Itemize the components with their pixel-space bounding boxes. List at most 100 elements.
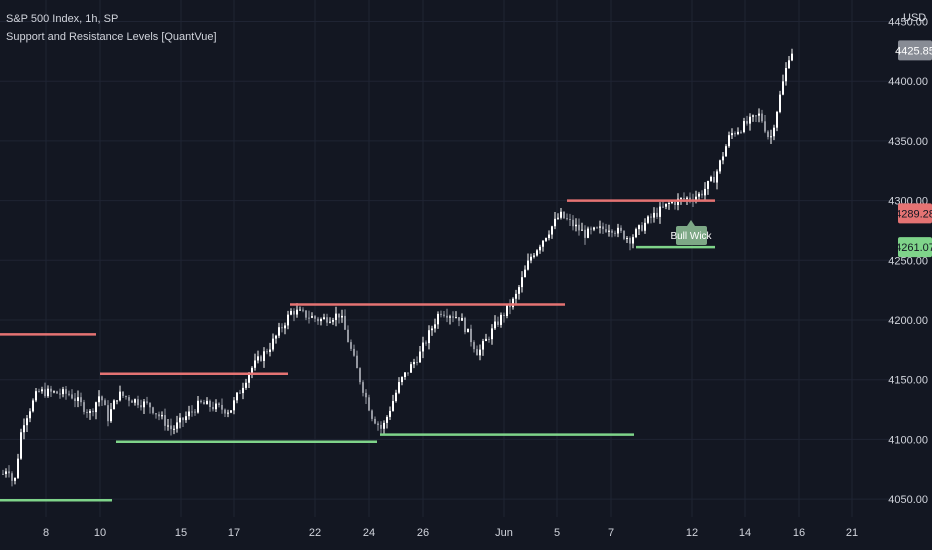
candle-body — [59, 393, 61, 395]
symbol-title[interactable]: S&P 500 Index, 1h, SP — [6, 13, 119, 25]
x-tick-label: 7 — [608, 527, 614, 539]
candle-body — [542, 240, 544, 247]
candle-body — [509, 305, 511, 308]
candle-body — [260, 356, 262, 361]
candle-body — [761, 113, 763, 122]
candle-body — [110, 409, 112, 422]
candle-body — [668, 202, 670, 204]
candle-body — [623, 230, 625, 239]
candle-body — [170, 425, 172, 430]
candle-body — [503, 314, 505, 316]
candle-body — [329, 321, 331, 323]
y-tick-label: 4450.00 — [888, 16, 928, 28]
candle-body — [437, 313, 439, 325]
candle-body — [182, 417, 184, 421]
candle-body — [440, 313, 442, 315]
candle-body — [26, 418, 28, 426]
candle-body — [209, 400, 211, 408]
y-tick-label: 4150.00 — [888, 375, 928, 387]
candle-body — [239, 392, 241, 394]
candle-body — [743, 121, 745, 133]
candle-body — [338, 313, 340, 318]
candle-body — [125, 395, 127, 398]
candle-body — [278, 327, 280, 336]
candle-body — [461, 318, 463, 321]
candle-body — [161, 415, 163, 417]
candle-body — [590, 228, 592, 230]
candle-body — [203, 402, 205, 405]
candle-body — [776, 111, 778, 128]
candle-body — [506, 305, 508, 316]
candle-body — [533, 255, 535, 257]
candle-body — [323, 317, 325, 320]
candle-body — [65, 389, 67, 394]
x-tick-label: 17 — [228, 527, 240, 539]
candle-body — [50, 388, 52, 392]
candle-body — [92, 410, 94, 413]
candle-body — [443, 314, 445, 316]
candle-body — [596, 227, 598, 229]
y-tick-label: 4250.00 — [888, 255, 928, 267]
candle-body — [200, 400, 202, 403]
candle-body — [647, 216, 649, 223]
candle-body — [701, 193, 703, 196]
candle-body — [296, 309, 298, 315]
chart-legend: S&P 500 Index, 1h, SP Support and Resist… — [6, 10, 217, 46]
candle-body — [269, 349, 271, 352]
candle-body — [698, 193, 700, 197]
candle-body — [671, 201, 673, 203]
candle-body — [479, 349, 481, 356]
candle-body — [2, 473, 4, 475]
candle-body — [272, 338, 274, 350]
candle-body — [707, 180, 709, 189]
candle-body — [716, 171, 718, 183]
candle-body — [632, 237, 634, 244]
candle-body — [341, 315, 343, 318]
candle-body — [14, 477, 16, 481]
candle-body — [734, 133, 736, 135]
candle-body — [293, 311, 295, 315]
candle-body — [320, 319, 322, 322]
candle-body — [767, 131, 769, 138]
candle-body — [233, 400, 235, 411]
candle-body — [551, 226, 553, 235]
candle-body — [677, 198, 679, 206]
candle-body — [176, 422, 178, 429]
candle-body — [407, 372, 409, 374]
candle-body — [611, 230, 613, 233]
candle-body — [665, 203, 667, 207]
candle-body — [137, 399, 139, 406]
candle-body — [512, 298, 514, 308]
candle-body — [257, 356, 259, 361]
candle-body — [470, 328, 472, 343]
candle-body — [335, 313, 337, 321]
candle-body — [500, 314, 502, 325]
candle-body — [146, 401, 148, 403]
candle-body — [728, 135, 730, 147]
candle-body — [56, 391, 58, 394]
candle-body — [206, 400, 208, 405]
candle-body — [287, 314, 289, 326]
candle-body — [62, 389, 64, 395]
candle-body — [473, 342, 475, 350]
price-label: 4261.07 — [895, 242, 932, 254]
candle-body — [41, 389, 43, 392]
candle-body — [662, 206, 664, 208]
candle-body — [377, 423, 379, 425]
candle-body — [653, 212, 655, 218]
candle-body — [740, 131, 742, 133]
candle-body — [431, 328, 433, 331]
candle-body — [638, 225, 640, 230]
candle-body — [191, 411, 193, 413]
candle-body — [581, 229, 583, 231]
candle-body — [359, 368, 361, 383]
candle-body — [89, 410, 91, 413]
candle-body — [86, 411, 88, 413]
candle-body — [158, 414, 160, 417]
price-label-box — [898, 203, 932, 224]
x-tick-label: 5 — [554, 527, 560, 539]
candle-body — [362, 382, 364, 393]
indicator-title[interactable]: Support and Resistance Levels [QuantVue] — [6, 31, 217, 43]
